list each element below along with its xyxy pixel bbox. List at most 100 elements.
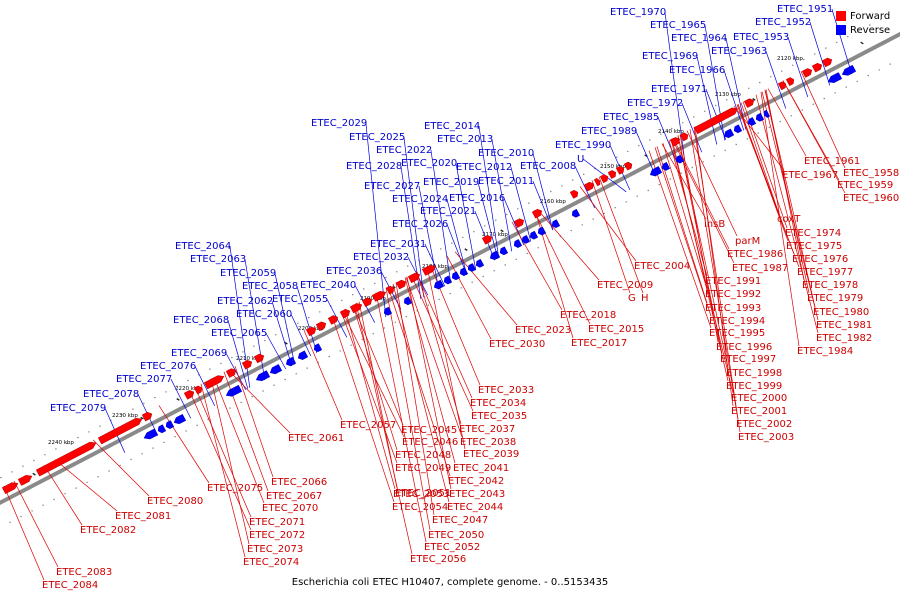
reverse-leader-line [723,69,745,131]
reverse-gene [649,166,663,177]
forward-leader-line [416,271,462,425]
forward-gene [421,265,437,276]
reverse-leader-line [274,272,296,365]
forward-leader-line [194,386,252,518]
forward-leader-line [54,459,118,512]
forward-leader-line [761,91,819,321]
reverse-gene-label: ETEC_2016 [449,193,505,204]
reverse-gene-label: ETEC_2031 [370,239,426,250]
forward-leader-line [446,255,492,340]
forward-gene-label: ETEC_2004 [634,261,690,272]
forward-gene-label: ETEC_1958 [843,168,899,179]
reverse-leader-line [705,88,727,140]
ruler-dot [537,247,539,249]
reverse-gene-label: ETEC_2063 [190,254,246,265]
reverse-gene-label: ETEC_1965 [650,20,706,31]
forward-gene-label: ETEC_2050 [428,530,484,541]
reverse-gene-label: ETEC_2025 [349,132,405,143]
forward-gene-label: ETEC_1986 [727,249,783,260]
forward-leader-line [689,129,741,433]
ruler-dot [99,425,101,427]
reverse-gene-label: ETEC_1966 [669,65,725,76]
ruler-dot [495,219,497,221]
ruler-dot [658,184,660,186]
forward-gene-label: ETEC_2066 [271,477,327,488]
forward-gene-label: ETEC_2046 [402,437,458,448]
major-tick [464,248,468,251]
forward-leader-line [3,485,45,581]
ruler-dot [407,265,409,267]
forward-gene-label: ETEC_2061 [288,433,344,444]
ruler-dot [253,345,255,347]
ruler-dot [605,162,607,164]
ruler-dot [75,487,77,489]
forward-gene-label: ETEC_1992 [705,289,761,300]
reverse-leader-line [831,8,853,75]
reverse-gene-label: ETEC_1963 [711,46,767,57]
ruler-dot [308,316,310,319]
reverse-gene [285,356,297,367]
ruler-dot [581,224,583,226]
ruler-dot [0,476,2,479]
ruler-dot [361,338,363,341]
ruler-dot [636,195,638,197]
reverse-gene-label: ETEC_1990 [555,140,611,151]
ruler-dot [108,470,110,472]
ruler-dot [757,132,759,134]
forward-leader-line [234,365,274,478]
reverse-gene [297,350,309,360]
forward-gene-label: ETEC_1999 [726,381,782,392]
major-tick [284,341,288,345]
forward-leader-line [591,180,631,294]
ruler-dot [220,362,222,365]
forward-leader-line [213,376,265,504]
forward-leader-line [210,378,250,545]
forward-leader-line [694,126,734,407]
ruler-dot [680,172,682,174]
reverse-leader-line [474,210,496,261]
forward-gene [1,482,19,495]
forward-gene [599,174,609,184]
ruler-dot [746,138,748,140]
reverse-leader-line [296,285,318,353]
reverse-gene-label: ETEC_1970 [610,7,666,18]
forward-gene-label: ETEC_2038 [460,437,516,448]
ruler-dot [869,24,871,26]
forward-gene-label: ETEC_2053 [393,489,449,500]
reverse-gene-label: ETEC_1964 [671,33,727,44]
forward-leader-line [200,383,246,558]
ruler-label: 2130 kbp [715,92,741,98]
ruler-dot [506,213,508,216]
ruler-dot [814,53,816,55]
major-tick [32,472,36,476]
ruler-dot [482,275,484,278]
ruler-label: 2140 kbp [658,129,684,135]
reverse-leader-line [681,102,703,153]
ruler-dot [152,447,154,449]
reverse-leader-line [225,352,247,390]
forward-gene [305,326,317,337]
ruler-dot [834,92,836,94]
reverse-gene-label: ETEC_2059 [220,268,276,279]
forward-gene-label: ETEC_2037 [459,424,515,435]
reverse-gene-label: ETEC_2012 [456,162,512,173]
ruler-dot [427,304,429,306]
forward-gene-label: ETEC_1982 [816,333,872,344]
forward-leader-line [598,176,644,294]
ruler-dot [174,436,176,438]
legend-forward-label: Forward [850,10,891,22]
forward-gene-label: ETEC_2067 [266,491,322,502]
forward-gene [385,285,395,295]
forward-gene-label: ETEC_1998 [726,368,782,379]
forward-gene-label: ETEC_2084 [42,580,98,591]
ruler-dot [352,294,354,296]
gene-features [1,57,857,495]
forward-leader-line [227,369,291,434]
reverse-gene [733,124,743,134]
forward-gene-label: ETEC_2017 [571,338,627,349]
forward-gene-label: ETEC_2057 [340,420,396,431]
ruler-label: 2120 kbp [777,56,803,62]
ruler-dot [449,292,451,295]
ruler-dot [341,299,343,302]
reverse-gene [459,267,469,277]
